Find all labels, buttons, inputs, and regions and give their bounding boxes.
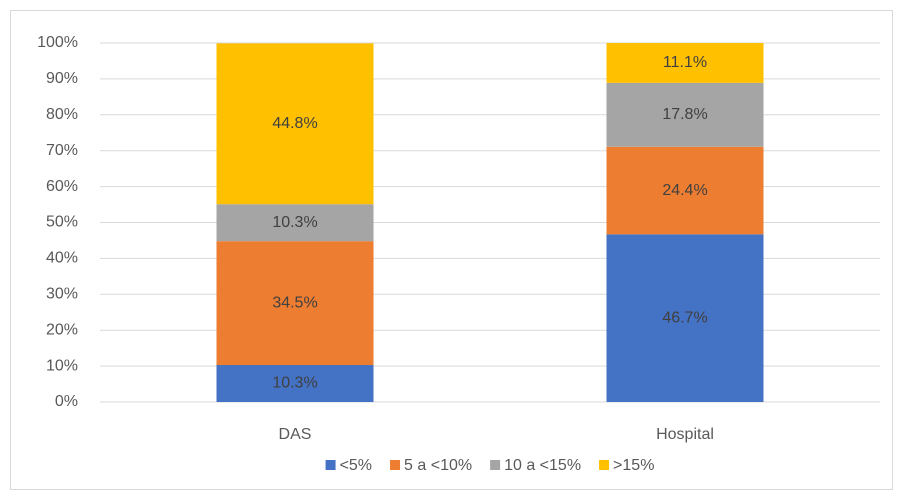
- bar-segment: [216, 43, 374, 205]
- y-tick-label: 60%: [46, 178, 78, 195]
- y-tick-label: 0%: [55, 393, 78, 410]
- bar-segment: [606, 43, 764, 83]
- y-tick-label: 70%: [46, 142, 78, 159]
- bar-segment: [216, 365, 374, 402]
- legend-swatch: [490, 460, 501, 470]
- data-label: 11.1%: [663, 54, 707, 71]
- y-tick-label: 30%: [46, 286, 78, 303]
- y-tick-label: 40%: [46, 250, 78, 267]
- legend-swatch: [325, 460, 336, 470]
- data-label: 10.3%: [272, 214, 317, 231]
- data-label: 10.3%: [272, 375, 317, 392]
- legend-swatch: [599, 460, 610, 470]
- legend-swatch: [390, 460, 401, 470]
- data-label: 17.8%: [662, 106, 707, 123]
- data-label: 44.8%: [272, 115, 317, 132]
- y-tick-label: 80%: [46, 106, 78, 123]
- data-label: 34.5%: [272, 294, 317, 311]
- y-tick-label: 50%: [46, 214, 78, 231]
- x-tick-label: Hospital: [656, 426, 714, 443]
- data-label: 24.4%: [662, 182, 707, 199]
- legend-label: 10 a <15%: [504, 457, 581, 474]
- bar-segment: [216, 204, 374, 242]
- legend-label: >15%: [613, 457, 654, 474]
- legend-label: 5 a <10%: [404, 457, 472, 474]
- bar-segment: [606, 82, 764, 147]
- legend-label: <5%: [340, 457, 372, 474]
- data-label: 46.7%: [662, 309, 707, 326]
- bar-segment: [216, 241, 374, 366]
- y-tick-label: 100%: [37, 34, 78, 51]
- y-tick-label: 10%: [46, 357, 78, 374]
- x-tick-label: DAS: [279, 426, 312, 443]
- bar-segment: [606, 146, 764, 235]
- y-tick-label: 20%: [46, 321, 78, 338]
- y-tick-label: 90%: [46, 70, 78, 87]
- bar-segment: [606, 234, 764, 402]
